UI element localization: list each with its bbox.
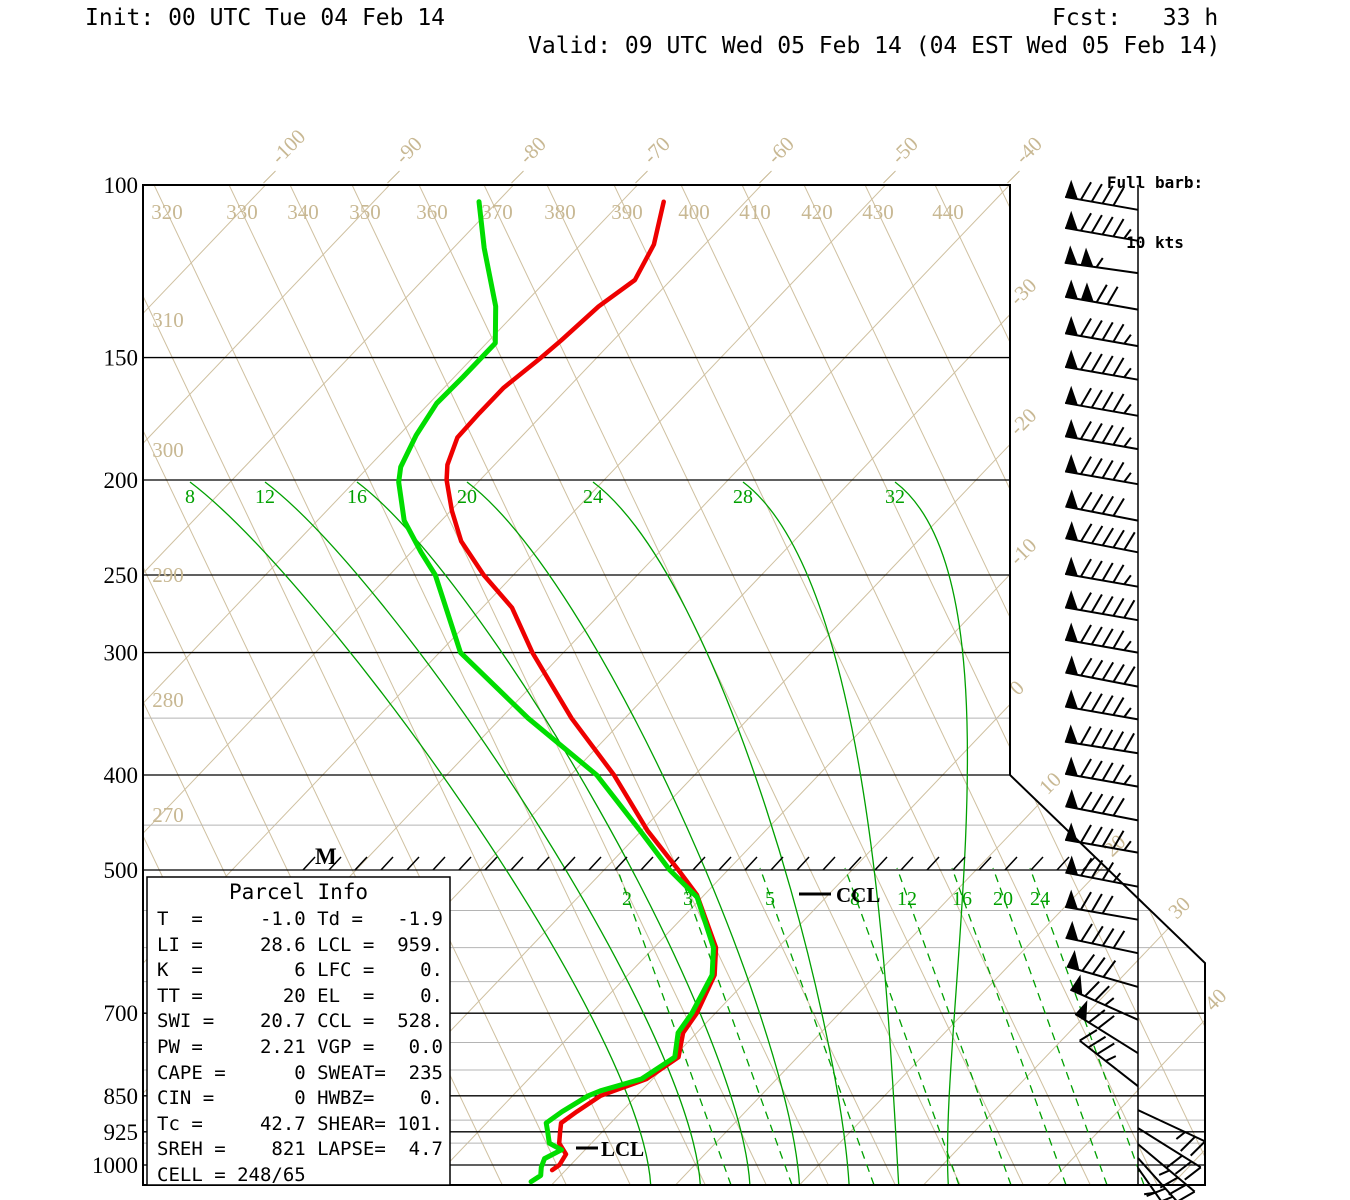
svg-text:-70: -70	[638, 132, 675, 169]
svg-text:32: 32	[885, 486, 905, 508]
parcel-info-box	[146, 876, 451, 1186]
svg-text:20: 20	[993, 888, 1013, 910]
parcel-row: CIN = 0 HWBZ= 0.	[157, 1087, 443, 1110]
svg-text:-40: -40	[1010, 132, 1047, 169]
svg-text:12: 12	[897, 888, 917, 910]
svg-text:24: 24	[583, 486, 603, 508]
svg-text:28: 28	[733, 486, 753, 508]
sounding-profiles	[396, 199, 719, 1185]
svg-text:700: 700	[104, 1001, 139, 1026]
plot-border	[142, 184, 1206, 1186]
svg-text:300: 300	[152, 438, 184, 462]
parcel-row: SWI = 20.7 CCL = 528.	[157, 1010, 443, 1033]
valid-time: Valid: 09 UTC Wed 05 Feb 14 (04 EST Wed …	[528, 33, 1221, 59]
svg-text:250: 250	[104, 563, 139, 588]
svg-text:-50: -50	[886, 132, 923, 169]
svg-text:430: 430	[862, 200, 894, 224]
parcel-row: T = -1.0 Td = -1.9	[157, 908, 443, 930]
hatch-500hpa	[302, 856, 1096, 871]
svg-text:370: 370	[481, 200, 513, 224]
parcel-row: K = 6 LFC = 0.	[157, 959, 443, 982]
svg-text:340: 340	[287, 200, 319, 224]
parcel-row: PW = 2.21 VGP = 0.0	[157, 1035, 443, 1058]
svg-text:5: 5	[765, 888, 775, 910]
svg-text:2: 2	[622, 888, 632, 910]
svg-text:400: 400	[678, 200, 710, 224]
svg-text:20: 20	[457, 486, 477, 508]
svg-text:350: 350	[349, 200, 381, 224]
svg-text:10: 10	[1034, 767, 1066, 799]
svg-text:440: 440	[932, 200, 964, 224]
svg-text:330: 330	[226, 200, 258, 224]
svg-text:8: 8	[850, 888, 860, 910]
barb-legend: Full barb: 10 kts	[1100, 133, 1210, 293]
svg-text:0: 0	[1005, 676, 1029, 700]
svg-text:30: 30	[1163, 892, 1195, 924]
svg-text:270: 270	[152, 803, 184, 827]
forecast-hour: Fcst: 33 h	[1052, 5, 1219, 31]
svg-text:300: 300	[104, 641, 139, 666]
wind-barbs	[1064, 179, 1206, 1200]
svg-text:16: 16	[347, 486, 367, 508]
svg-text:925: 925	[104, 1120, 139, 1145]
svg-text:-100: -100	[266, 124, 310, 168]
svg-text:200: 200	[104, 468, 139, 493]
parcel-row: Tc = 42.7 SHEAR= 101.	[157, 1112, 443, 1135]
svg-text:410: 410	[739, 200, 771, 224]
svg-text:280: 280	[152, 688, 184, 712]
svg-text:1000: 1000	[92, 1153, 138, 1178]
svg-text:500: 500	[104, 858, 139, 883]
ccl-label: CCL	[836, 883, 880, 907]
svg-text:-90: -90	[390, 132, 427, 169]
svg-text:310: 310	[152, 308, 184, 332]
parcel-row: LI = 28.6 LCL = 959.	[157, 933, 443, 956]
svg-text:150: 150	[104, 346, 139, 371]
svg-text:100: 100	[104, 173, 139, 198]
parcel-info-title: Parcel Info	[228, 880, 369, 904]
init-time: Init: 00 UTC Tue 04 Feb 14	[85, 5, 446, 31]
svg-text:390: 390	[611, 200, 643, 224]
parcel-row: SREH = 821 LAPSE= 4.7	[157, 1138, 443, 1161]
m-marker: M	[315, 844, 337, 869]
svg-text:360: 360	[416, 200, 448, 224]
parcel-row: CELL = 248/65	[157, 1163, 306, 1186]
svg-text:12: 12	[255, 486, 275, 508]
svg-text:420: 420	[801, 200, 833, 224]
grid-lines	[143, 185, 1205, 1185]
parcel-info-rows: T = -1.0 Td = -1.9 LI = 28.6 LCL = 959. …	[157, 907, 443, 1189]
lcl-label: LCL	[601, 1137, 644, 1161]
svg-text:380: 380	[544, 200, 576, 224]
parcel-row: TT = 20 EL = 0.	[157, 984, 443, 1007]
svg-text:400: 400	[104, 763, 139, 788]
svg-text:3: 3	[683, 888, 693, 910]
parcel-row: CAPE = 0 SWEAT= 235	[157, 1061, 443, 1084]
svg-text:-60: -60	[762, 132, 799, 169]
svg-text:320: 320	[151, 200, 183, 224]
barb-legend-line1: Full barb:	[1106, 173, 1204, 192]
svg-text:24: 24	[1030, 888, 1050, 910]
svg-text:8: 8	[185, 486, 195, 508]
svg-text:850: 850	[104, 1084, 139, 1109]
barb-legend-line2: 10 kts	[1126, 233, 1184, 252]
svg-text:-80: -80	[514, 132, 551, 169]
svg-text:290: 290	[152, 563, 184, 587]
svg-text:16: 16	[952, 888, 972, 910]
